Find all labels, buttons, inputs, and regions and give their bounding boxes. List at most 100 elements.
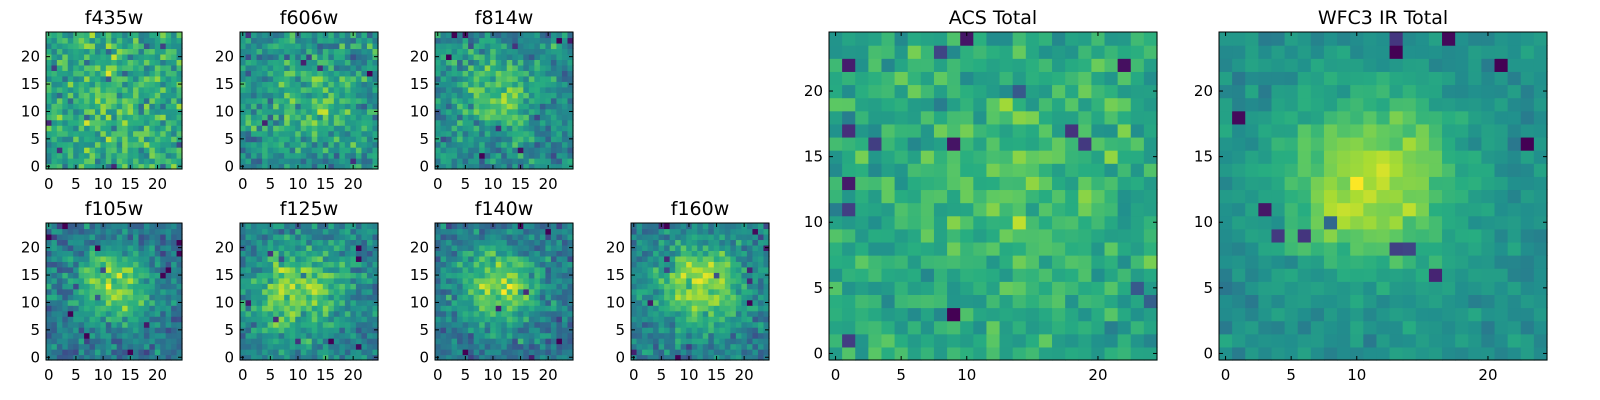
heatmap-cell — [306, 310, 313, 317]
heatmap-cell — [46, 75, 53, 82]
heatmap-cell — [719, 283, 726, 290]
heatmap-cell — [256, 343, 263, 350]
heatmap-cell — [1038, 202, 1053, 217]
heatmap-cell — [1091, 281, 1106, 295]
heatmap-cell — [446, 321, 453, 328]
heatmap-cell — [160, 239, 167, 246]
heatmap-cell — [528, 310, 535, 317]
heatmap-cell — [89, 92, 96, 99]
heatmap-cell — [561, 32, 569, 39]
heatmap-cell — [284, 136, 291, 143]
heatmap-cell — [256, 32, 263, 39]
heatmap-cell — [143, 299, 150, 306]
heatmap-cell — [561, 316, 569, 323]
heatmap-cell — [457, 332, 464, 339]
heatmap-cell — [262, 32, 269, 39]
heatmap-cell — [366, 108, 374, 115]
heatmap-cell — [669, 272, 676, 279]
heatmap-cell — [523, 147, 530, 154]
heatmap-cell — [245, 119, 252, 126]
heatmap-cell — [51, 266, 58, 273]
heatmap-cell — [484, 327, 491, 334]
heatmap-cell — [484, 92, 491, 99]
heatmap-cell — [344, 64, 351, 71]
heatmap-cell — [344, 261, 351, 268]
heatmap-cell — [691, 228, 698, 235]
heatmap-cell — [545, 53, 552, 60]
heatmap-cell — [350, 327, 357, 334]
heatmap-cell — [366, 81, 374, 88]
heatmap-cell — [361, 321, 368, 328]
heatmap-cell — [451, 86, 458, 93]
heatmap-cell — [289, 332, 296, 339]
heatmap-cell — [133, 283, 140, 290]
heatmap-cell — [127, 86, 134, 93]
heatmap-cell — [746, 255, 754, 262]
heatmap-cell — [344, 103, 351, 110]
heatmap-cell — [361, 310, 368, 317]
heatmap-cell — [311, 97, 318, 104]
heatmap-cell — [105, 53, 112, 60]
heatmap-cell — [56, 343, 63, 350]
heatmap-cell — [138, 239, 145, 246]
heatmap-cell — [240, 130, 247, 137]
heatmap-cell — [333, 233, 340, 241]
heatmap-cell — [947, 163, 961, 177]
heatmap-cell — [317, 32, 324, 39]
heatmap-cell — [300, 48, 307, 55]
heatmap-cell — [361, 338, 368, 345]
heatmap-cell — [350, 332, 357, 339]
heatmap-cell — [100, 244, 107, 251]
x-tick-label: 0 — [433, 175, 443, 193]
heatmap-cell — [501, 97, 508, 104]
heatmap-cell — [462, 316, 469, 323]
heatmap-cell — [757, 239, 765, 246]
heatmap-cell — [300, 261, 307, 268]
heatmap-cell — [267, 59, 274, 66]
heatmap-cell — [440, 261, 447, 268]
heatmap-cell — [160, 255, 167, 262]
heatmap-cell — [462, 81, 469, 88]
heatmap-cell — [284, 338, 291, 345]
heatmap-cell — [366, 294, 374, 301]
heatmap-cell — [46, 147, 53, 154]
heatmap-cell — [160, 147, 167, 154]
heatmap-cell — [763, 266, 770, 273]
heatmap-cell — [735, 250, 742, 257]
heatmap-cell — [67, 147, 74, 154]
heatmap-cell — [457, 310, 464, 317]
x-tick-label: 20 — [148, 366, 167, 384]
heatmap-cell — [339, 266, 346, 273]
heatmap-cell — [730, 283, 737, 290]
heatmap-cell — [642, 272, 649, 279]
heatmap-cell — [523, 250, 530, 257]
heatmap-cell — [561, 244, 569, 251]
heatmap-cell — [100, 75, 107, 82]
heatmap-cell — [636, 223, 643, 230]
heatmap-cell — [322, 310, 329, 317]
heatmap-cell — [484, 48, 491, 55]
heatmap-cell — [278, 299, 285, 306]
heatmap-cell — [176, 103, 183, 110]
heatmap-cell — [506, 233, 513, 241]
heatmap-cell — [176, 125, 183, 132]
heatmap-cell — [350, 48, 357, 55]
heatmap-cell — [550, 244, 558, 251]
heatmap-cell — [647, 294, 654, 301]
heatmap-cell — [451, 64, 458, 71]
heatmap-cell — [51, 42, 58, 50]
heatmap-cell — [278, 136, 285, 143]
heatmap-cell — [457, 32, 464, 39]
heatmap-cell — [763, 294, 770, 301]
heatmap-cell — [355, 97, 363, 104]
heatmap-cell — [933, 294, 948, 309]
heatmap-cell — [306, 59, 313, 66]
heatmap-cell — [697, 272, 704, 279]
heatmap-cell — [262, 81, 269, 88]
heatmap-cell — [262, 147, 269, 154]
heatmap-cell — [361, 158, 368, 165]
heatmap-cell — [105, 338, 112, 345]
heatmap-cell — [78, 152, 85, 159]
heatmap-cell — [339, 261, 346, 268]
heatmap-cell — [1012, 255, 1027, 269]
